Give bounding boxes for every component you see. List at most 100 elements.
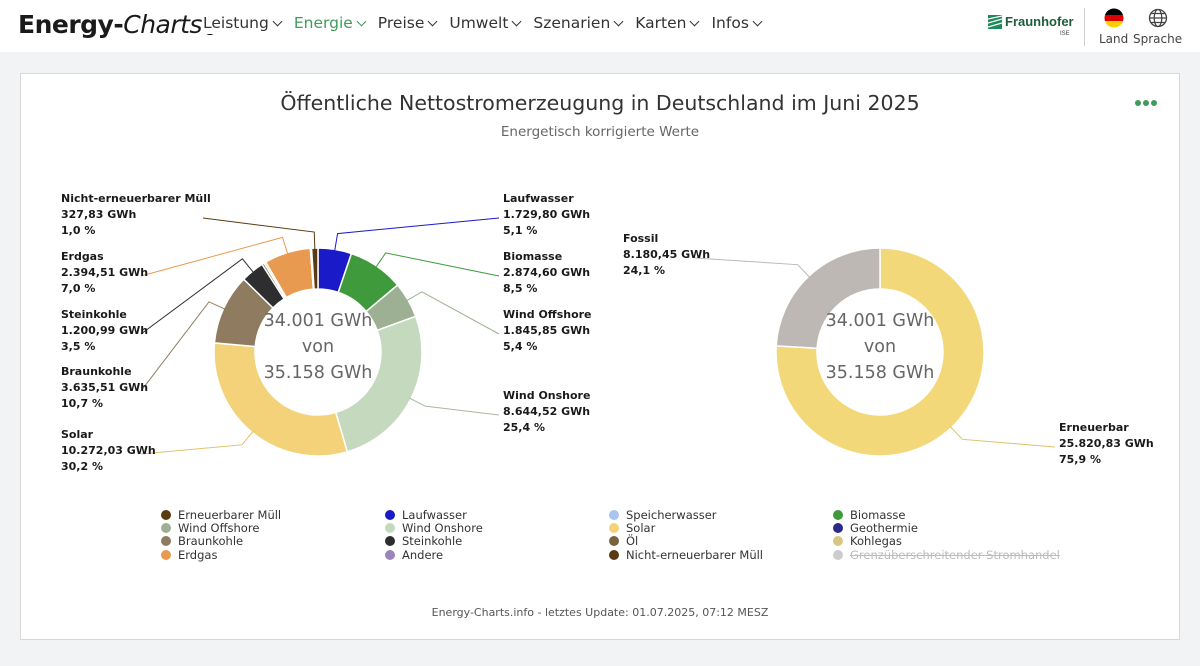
legend-item[interactable]: Wind Offshore: [161, 520, 385, 535]
nav-item-szenarien[interactable]: Szenarien: [533, 14, 624, 32]
connector-line: [140, 301, 226, 392]
nav-item-karten[interactable]: Karten: [635, 14, 700, 32]
nav-label: Umwelt: [449, 14, 509, 32]
data-label-line: 2.874,60 GWh: [503, 266, 590, 279]
chart-canvas: Laufwasser 1.729,80 GWh 5,1 % Biomasse 2.874…: [61, 192, 1154, 473]
data-label-line: Wind Offshore: [503, 308, 592, 321]
legend-item[interactable]: Kohlegas: [833, 534, 1057, 549]
legend-label: Laufwasser: [402, 507, 467, 522]
data-label-line: 8.180,45 GWh: [623, 248, 710, 261]
legend-label: Wind Offshore: [178, 520, 260, 535]
legend-label: Braunkohle: [178, 534, 244, 549]
data-label-line: Biomasse: [503, 250, 562, 263]
nav-item-infos[interactable]: Infos: [711, 14, 763, 32]
header-divider: [1084, 8, 1085, 46]
legend-item[interactable]: Speicherwasser: [609, 507, 833, 522]
legend-item[interactable]: Biomasse: [833, 508, 1057, 522]
legend-item[interactable]: Grenzüberschreitender Stromhandel: [833, 547, 1060, 562]
center-total-text: 34.001 GWh: [826, 311, 935, 331]
data-label-line: 3,5 %: [61, 340, 95, 353]
legend-item[interactable]: Erneuerbarer Müll: [161, 507, 385, 522]
legend-label: Kohlegas: [850, 534, 902, 549]
legend-item[interactable]: Andere: [385, 547, 609, 562]
legend-marker-icon: [385, 549, 395, 560]
legend-item[interactable]: Erdgas: [161, 547, 385, 562]
connector-line: [202, 217, 316, 251]
chart-footer: Energy-Charts.info - letztes Update: 01.…: [431, 606, 769, 619]
menu-dot-icon: [1135, 100, 1141, 106]
legend-label: Geothermie: [850, 520, 918, 535]
legend-label: Öl: [626, 534, 639, 549]
fraunhofer-name: Fraunhofer: [1005, 14, 1074, 29]
data-label-line: 3.635,51 GWh: [61, 381, 148, 394]
legend-marker-icon: [833, 522, 843, 533]
data-label-line: 30,2 %: [61, 460, 103, 473]
chart-menu-button[interactable]: [1135, 100, 1157, 106]
legend-item[interactable]: Laufwasser: [385, 507, 609, 522]
pie-slice[interactable]: [775, 247, 881, 350]
nav-label: Karten: [635, 14, 687, 32]
land-label: Land: [1099, 32, 1129, 46]
data-label-line: Fossil: [623, 232, 658, 245]
flag-germany-icon: [1104, 8, 1124, 28]
legend-item[interactable]: Öl: [609, 534, 833, 549]
data-label-line: Laufwasser: [503, 192, 574, 205]
nav-label: Leistung: [203, 14, 269, 32]
connector-line: [949, 425, 1056, 448]
data-label-line: 10,7 %: [61, 397, 103, 410]
legend-label: Erneuerbarer Müll: [178, 507, 282, 522]
connector-line: [140, 430, 254, 455]
legend-label: Erdgas: [178, 547, 218, 562]
center-total-text: 34.001 GWh: [264, 311, 373, 331]
data-label-line: 25.820,83 GWh: [1059, 437, 1154, 450]
legend-item[interactable]: Wind Onshore: [385, 520, 609, 535]
data-label-line: 327,83 GWh: [61, 208, 136, 221]
data-label-line: 8.644,52 GWh: [503, 405, 590, 418]
legend-label: Andere: [402, 547, 444, 562]
data-label-line: 1.845,85 GWh: [503, 324, 590, 337]
pie-slice[interactable]: [213, 342, 349, 457]
brand-bold: Energy-: [18, 10, 124, 39]
data-label-line: Braunkohle: [61, 365, 132, 378]
legend-label: Wind Onshore: [402, 520, 483, 535]
legend-marker-icon: [833, 549, 843, 560]
globe-icon: [1148, 8, 1168, 28]
data-label: Fossil 8.180,45 GWh 24,1 %: [623, 232, 710, 277]
fraunhofer-mark-icon: [988, 15, 1002, 29]
legend-marker-icon: [609, 536, 619, 547]
nav-item-leistung[interactable]: Leistung: [203, 14, 283, 32]
legend-label: Speicherwasser: [626, 507, 717, 522]
chart-card: Öffentliche Nettostromerzeugung in Deuts…: [20, 73, 1180, 640]
nav-item-preise[interactable]: Preise: [377, 14, 438, 32]
pie-slice[interactable]: [310, 247, 319, 290]
nav-label: Preise: [377, 14, 425, 32]
connector-line: [140, 258, 255, 335]
legend-item[interactable]: Geothermie: [833, 520, 1057, 535]
data-label-line: Steinkohle: [61, 308, 127, 321]
nav-item-umwelt[interactable]: Umwelt: [449, 14, 522, 32]
energy-charts-logo[interactable]: Energy-Charts: [18, 10, 216, 39]
nav-item-energie[interactable]: Energie: [293, 14, 367, 32]
legend-item[interactable]: Nicht-erneuerbarer Müll: [609, 547, 833, 562]
pie-slice[interactable]: [775, 247, 985, 457]
legend-label: Grenzüberschreitender Stromhandel: [850, 547, 1060, 562]
nav-label: Energie: [293, 14, 353, 32]
sprache-label: Sprache: [1133, 32, 1183, 46]
legend-item[interactable]: Braunkohle: [161, 534, 385, 549]
country-selector[interactable]: Land: [1099, 8, 1128, 46]
chevron-down-icon: [752, 16, 763, 26]
chart-title: Öffentliche Nettostromerzeugung in Deuts…: [280, 91, 920, 115]
legend-item[interactable]: Solar: [609, 521, 833, 535]
center-total-text: 35.158 GWh: [264, 363, 373, 383]
legend-marker-icon: [161, 522, 171, 533]
legend-item[interactable]: Steinkohle: [385, 534, 609, 548]
language-selector[interactable]: Sprache: [1133, 8, 1182, 46]
legend-marker-icon: [609, 522, 619, 533]
legend-label: Nicht-erneuerbarer Müll: [626, 547, 764, 562]
pie-slice[interactable]: [334, 315, 423, 453]
legend-marker-icon: [385, 509, 395, 520]
data-label-line: 1.200,99 GWh: [61, 324, 148, 337]
data-label: Wind Offshore 1.845,85 GWh 5,4 %: [503, 308, 592, 353]
data-label-line: 25,4 %: [503, 421, 545, 434]
chevron-down-icon: [511, 16, 522, 26]
